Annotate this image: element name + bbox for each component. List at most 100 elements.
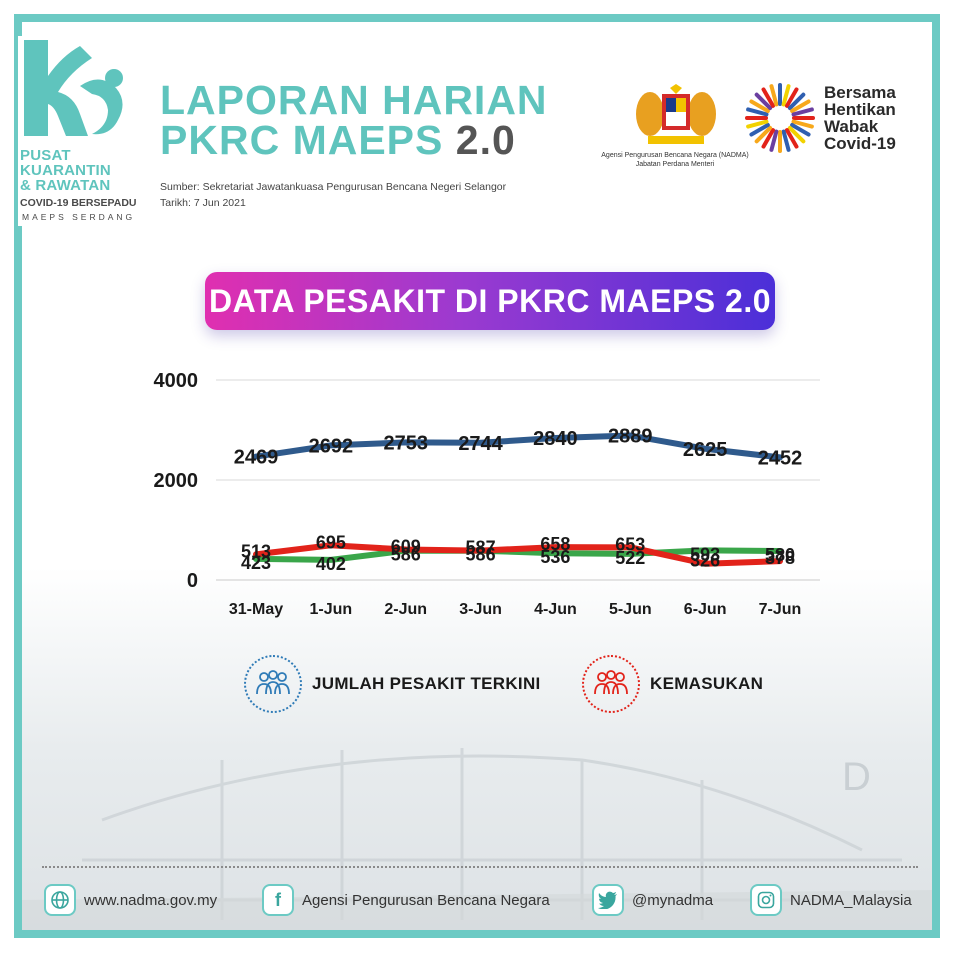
brand-name: PUSAT KUARANTIN & RAWATAN (20, 148, 111, 193)
facebook-link[interactable]: Agensi Pengurusan Bencana Negara (302, 891, 550, 909)
data-label: 2469 (234, 447, 279, 469)
page-title-version: 2.0 (455, 117, 516, 163)
campaign-ray (746, 107, 769, 117)
x-tick-label: 6-Jun (684, 601, 727, 618)
data-label: 536 (540, 547, 570, 567)
footer-divider (42, 866, 918, 868)
data-label: 695 (316, 532, 346, 552)
instagram-icon (750, 884, 782, 916)
legend-circle-total (244, 655, 302, 713)
brand-location: MAEPS SERDANG (22, 212, 136, 222)
campaign-line-4: Covid-19 (824, 134, 896, 153)
chart-title: DATA PESAKIT DI PKRC MAEPS 2.0 (208, 283, 772, 319)
data-label: 586 (466, 545, 496, 565)
legend-item-admissions: KEMASUKAN (582, 655, 763, 713)
x-tick-label: 31-May (229, 601, 283, 618)
facebook-icon: f (262, 884, 294, 916)
data-label: 2625 (683, 439, 728, 461)
data-label: 402 (316, 554, 346, 574)
coat-of-arms-icon (636, 84, 716, 144)
footer-facebook[interactable]: f Agensi Pengurusan Bencana Negara (262, 884, 550, 916)
campaign-ray (749, 123, 770, 137)
campaign-ray (749, 99, 770, 113)
brand-logo-block (18, 36, 138, 226)
campaign-ray (781, 129, 791, 152)
data-label: 593 (690, 544, 720, 564)
campaign-ray (769, 84, 779, 107)
x-tick-label: 5-Jun (609, 601, 652, 618)
page-title-line-1: LAPORAN HARIAN (160, 77, 548, 123)
campaign-line-1: Bersama (824, 83, 896, 102)
footer-instagram[interactable]: NADMA_Malaysia (750, 884, 912, 916)
campaign-ray (746, 119, 769, 129)
campaign-ray (761, 87, 775, 108)
series-line-1 (253, 542, 783, 567)
people-group-icon (594, 670, 628, 695)
legend-label-admissions: KEMASUKAN (650, 674, 764, 693)
campaign-ray (791, 119, 814, 129)
y-tick-label: 2000 (154, 470, 199, 492)
data-label: 658 (540, 534, 570, 554)
campaign-ray (769, 129, 779, 152)
legend-item-total: JUMLAH PESAKIT TERKINI (244, 655, 541, 713)
data-label: 513 (241, 541, 271, 561)
patient-line-chart: 0 2000 4000 31-May 1-Jun 2-Jun 3-Jun 4-Jun 5-Jun… (154, 370, 820, 618)
x-tick-label: 7-Jun (759, 601, 802, 618)
data-label: 2753 (383, 432, 428, 454)
data-label: 587 (466, 538, 496, 558)
campaign-ray (785, 87, 799, 108)
background-building: D (22, 748, 932, 930)
globe-icon (44, 884, 76, 916)
data-label: 522 (615, 548, 645, 568)
website-link[interactable]: www.nadma.gov.my (84, 891, 218, 909)
agency-name: Agensi Pengurusan Bencana Negara (NADMA) (601, 152, 749, 159)
brand-line-1: PUSAT (20, 147, 71, 164)
data-label: 2889 (608, 426, 653, 448)
data-label: 378 (765, 548, 795, 568)
x-tick-label: 1-Jun (310, 601, 353, 618)
series-line-0 (253, 432, 783, 461)
campaign-ray (754, 125, 773, 144)
y-tick-label: 0 (187, 570, 198, 592)
campaign-line-2: Hentikan (824, 100, 896, 119)
campaign-ray (754, 92, 773, 111)
x-tick-label: 4-Jun (534, 601, 577, 618)
campaign-ray (790, 123, 811, 137)
pkrc-logo-icon (24, 40, 123, 136)
instagram-link[interactable]: NADMA_Malaysia (790, 891, 912, 909)
page-title-main: PKRC MAEPS (160, 117, 444, 163)
svg-text:D: D (842, 755, 871, 799)
data-label: 2452 (758, 447, 803, 469)
footer-twitter[interactable]: @mynadma (592, 884, 713, 916)
campaign-ray (785, 128, 799, 149)
poster-frame (14, 14, 940, 938)
source-text: Sumber: Sekretariat Jawatankuasa Penguru… (160, 181, 507, 193)
brand-line-3: & RAWATAN (20, 177, 111, 194)
chart-title-banner: DATA PESAKIT DI PKRC MAEPS 2.0 (205, 272, 775, 330)
campaign-ray (761, 128, 775, 149)
data-label: 2840 (533, 428, 578, 450)
data-label: 653 (615, 534, 645, 554)
agency-department: Jabatan Perdana Menteri (635, 161, 715, 168)
legend-circle-admissions (582, 655, 640, 713)
campaign-line-3: Wabak (824, 117, 879, 136)
data-label: 586 (391, 545, 421, 565)
campaign-ray (781, 84, 791, 107)
twitter-icon (592, 884, 624, 916)
campaign-ray (787, 125, 806, 144)
series-line-2 (253, 547, 783, 563)
campaign-ray (790, 99, 811, 113)
campaign-logo-icon (745, 83, 815, 153)
brand-subtitle: COVID-19 BERSEPADU (20, 197, 137, 209)
data-label: 326 (690, 551, 720, 571)
people-group-icon (256, 670, 290, 695)
y-tick-label: 4000 (154, 370, 199, 392)
data-label: 580 (765, 545, 795, 565)
x-tick-label: 2-Jun (384, 601, 427, 618)
twitter-link[interactable]: @mynadma (632, 891, 714, 909)
data-label: 423 (241, 553, 271, 573)
footer-website[interactable]: www.nadma.gov.my (44, 884, 217, 916)
campaign-ray (787, 92, 806, 111)
date-text: Tarikh: 7 Jun 2021 (160, 197, 246, 209)
page-title-line-2: PKRC MAEPS 2.0 (160, 117, 516, 163)
